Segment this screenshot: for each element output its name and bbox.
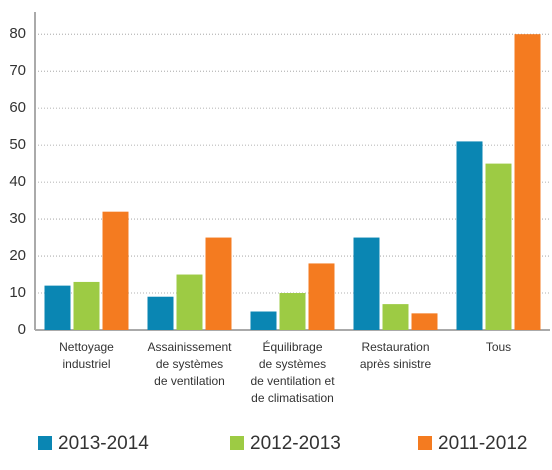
bar [102, 211, 129, 330]
bar [73, 281, 100, 330]
y-tick-label: 70 [9, 62, 26, 79]
y-tick-label: 60 [9, 99, 26, 116]
bar [456, 141, 483, 330]
bar [353, 237, 380, 330]
bar [279, 293, 306, 330]
bar [308, 263, 335, 330]
legend-label: 2012-2013 [250, 433, 341, 454]
x-tick-label: Nettoyage industriel [59, 340, 114, 371]
x-tick-label: Assainissement de systèmes de ventilation [147, 340, 232, 388]
bar [485, 163, 512, 330]
x-tick-line: industriel [62, 357, 110, 371]
bar [250, 311, 277, 330]
y-tick-label: 30 [9, 210, 26, 227]
y-tick-label: 50 [9, 136, 26, 153]
legend-label: 2011-2012 [438, 433, 527, 454]
legend-swatch [230, 436, 244, 450]
legend-swatch [38, 436, 52, 450]
bar [205, 237, 232, 330]
x-tick-line: Assainissement [147, 340, 232, 354]
bar [147, 296, 174, 330]
x-tick-label: Restauration après sinistre [360, 340, 432, 371]
y-tick-label: 40 [9, 173, 26, 190]
bar [176, 274, 203, 330]
legend-label: 2013-2014 [58, 433, 149, 454]
x-tick-label: Équilibrage de systèmes de ventilation et d… [250, 339, 335, 405]
bar [382, 304, 409, 330]
x-tick-line: Nettoyage [59, 340, 114, 354]
bar [411, 313, 438, 330]
x-tick-line: de ventilation et [250, 374, 335, 388]
x-tick-line: de ventilation [154, 374, 225, 388]
x-tick-line: de systèmes [156, 357, 223, 371]
y-tick-label: 10 [9, 284, 26, 301]
bar [514, 34, 541, 331]
y-tick-label: 20 [9, 247, 26, 264]
x-tick-line: de systèmes [259, 357, 326, 371]
x-tick-line: après sinistre [360, 357, 432, 371]
x-tick-label: Tous [486, 340, 511, 354]
bar [44, 285, 71, 330]
x-tick-line: Tous [486, 340, 511, 354]
y-tick-label: 80 [9, 25, 26, 42]
legend-swatch [418, 436, 432, 450]
y-tick-label: 0 [18, 321, 26, 338]
x-tick-line: de climatisation [251, 391, 334, 405]
x-tick-line: Restauration [361, 340, 429, 354]
x-tick-line: Équilibrage [262, 339, 322, 354]
